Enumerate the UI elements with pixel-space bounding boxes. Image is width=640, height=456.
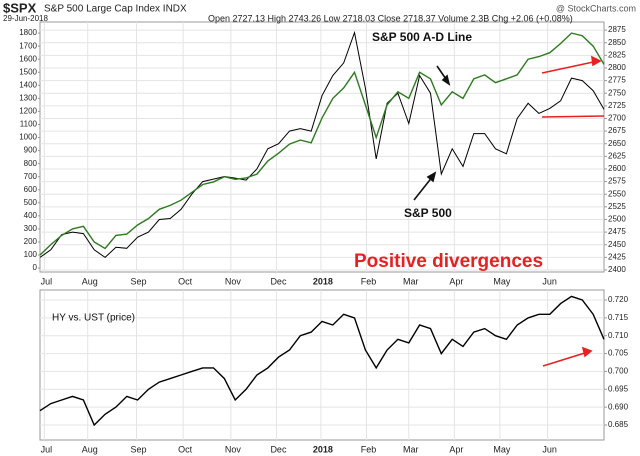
y2-tick-label: 2675 bbox=[608, 126, 626, 135]
y-tick-label: 300 bbox=[24, 224, 38, 233]
y-tick-label: 1800 bbox=[19, 28, 37, 37]
x-tick-label: Dec bbox=[270, 444, 287, 454]
y-tick-label: 1400 bbox=[19, 80, 37, 89]
divergence-lines bbox=[541, 55, 605, 367]
red-line bbox=[541, 115, 605, 118]
chart-subtitle: S&P 500 Large Cap Index INDX bbox=[44, 4, 187, 15]
x-tick-label: Nov bbox=[225, 276, 242, 286]
y-tick-label: 1500 bbox=[19, 67, 37, 76]
x-tick-label: 2018 bbox=[313, 276, 333, 286]
series-line bbox=[39, 30, 605, 259]
red-arrow bbox=[542, 351, 589, 367]
x-tick-label: Aug bbox=[82, 276, 98, 286]
y2-tick-label: 2800 bbox=[608, 63, 626, 72]
y2-tick-label: 2875 bbox=[608, 25, 626, 34]
y-tick-label: 200 bbox=[24, 237, 38, 246]
panel-title: HY vs. UST (price) bbox=[52, 313, 135, 324]
y-tick-label: 0 bbox=[33, 263, 38, 272]
y2-tick-label: 2575 bbox=[608, 177, 626, 186]
x-tick-label: 2018 bbox=[313, 444, 333, 454]
x-tick-label: May bbox=[493, 444, 511, 454]
annotation: Positive divergences bbox=[354, 251, 543, 272]
arrows bbox=[413, 65, 451, 201]
y-tick-label: 900 bbox=[24, 146, 38, 155]
annotation: S&P 500 A-D Line bbox=[372, 30, 472, 44]
y2-tick-label: 0.700 bbox=[608, 367, 629, 376]
y2-tick-label: 2850 bbox=[608, 38, 626, 47]
y2-tick-label: 2650 bbox=[608, 139, 626, 148]
x-tick-label: Apr bbox=[449, 444, 463, 454]
y2-tick-label: 0.705 bbox=[608, 349, 629, 358]
quote: Open 2727.13 High 2743.26 Low 2718.03 Cl… bbox=[208, 13, 573, 23]
y2-tick-label: 2500 bbox=[608, 215, 626, 224]
x-tick-label: Feb bbox=[361, 444, 377, 454]
series-line bbox=[39, 295, 605, 427]
y2-tick-label: 2550 bbox=[608, 189, 626, 198]
y-tick-label: 1700 bbox=[19, 41, 37, 50]
x-tick-label: Jul bbox=[41, 276, 53, 286]
y2-tick-label: 2400 bbox=[608, 265, 626, 274]
y-tick-label: 100 bbox=[24, 250, 38, 259]
y-tick-label: 1100 bbox=[20, 120, 38, 129]
y2-tick-label: 0.690 bbox=[608, 402, 629, 411]
y-tick-label: 800 bbox=[24, 159, 38, 168]
y2-tick-label: 2425 bbox=[608, 252, 626, 261]
chart-date: 29-Jun-2018 bbox=[3, 14, 48, 23]
arrow bbox=[413, 175, 434, 201]
y2-tick-label: 2750 bbox=[608, 88, 626, 97]
y2-tick-label: 0.715 bbox=[608, 313, 629, 322]
y2-tick-label: 2475 bbox=[608, 227, 626, 236]
series-line bbox=[39, 32, 605, 256]
y2-tick-label: 2525 bbox=[608, 202, 626, 211]
y-tick-label: 1000 bbox=[19, 133, 37, 142]
chart-title: $SPX bbox=[3, 0, 37, 15]
price-panel-frame bbox=[39, 21, 605, 273]
red-arrow bbox=[541, 60, 599, 74]
y2-tick-label: 0.710 bbox=[608, 331, 629, 340]
arrowhead bbox=[426, 171, 437, 183]
x-tick-label: Aug bbox=[82, 444, 98, 454]
source: @ StockCharts.com bbox=[556, 3, 636, 13]
x-tick-label: Feb bbox=[361, 276, 377, 286]
y-tick-label: 500 bbox=[24, 198, 38, 207]
y2-tick-label: 2825 bbox=[608, 50, 626, 59]
x-tick-label: Jul bbox=[41, 444, 53, 454]
arrowhead bbox=[441, 74, 451, 86]
x-tick-label: Jun bbox=[542, 276, 557, 286]
x-tick-label: Sep bbox=[131, 276, 147, 286]
y-tick-label: 700 bbox=[24, 172, 38, 181]
x-tick-label: Sep bbox=[131, 444, 147, 454]
y-tick-label: 1300 bbox=[19, 93, 37, 102]
x-tick-label: Apr bbox=[449, 276, 463, 286]
x-tick-label: Oct bbox=[178, 444, 193, 454]
ratio-panel-frame bbox=[39, 289, 605, 441]
y2-tick-label: 2450 bbox=[608, 240, 626, 249]
x-tick-label: Jun bbox=[542, 444, 557, 454]
y2-tick-label: 0.685 bbox=[608, 420, 629, 429]
y2-tick-label: 0.695 bbox=[608, 384, 629, 393]
y2-tick-label: 2725 bbox=[608, 101, 626, 110]
x-tick-label: Mar bbox=[403, 276, 419, 286]
arrowhead bbox=[591, 55, 602, 67]
y2-tick-label: 2625 bbox=[608, 151, 626, 160]
x-tick-label: Dec bbox=[270, 276, 287, 286]
y-tick-label: 1200 bbox=[19, 107, 37, 116]
arrowhead bbox=[581, 346, 593, 358]
x-tick-label: Mar bbox=[403, 444, 419, 454]
y-tick-label: 1600 bbox=[19, 54, 37, 63]
y2-tick-label: 2700 bbox=[608, 114, 626, 123]
y2-tick-label: 2600 bbox=[608, 164, 626, 173]
y2-tick-label: 2775 bbox=[608, 76, 626, 85]
y-tick-label: 400 bbox=[24, 211, 38, 220]
y-tick-label: 600 bbox=[24, 185, 38, 194]
y2-tick-label: 0.720 bbox=[608, 295, 629, 304]
annotation: S&P 500 bbox=[404, 206, 452, 220]
x-tick-label: Oct bbox=[178, 276, 193, 286]
x-tick-label: May bbox=[493, 276, 511, 286]
x-tick-label: Nov bbox=[225, 444, 242, 454]
